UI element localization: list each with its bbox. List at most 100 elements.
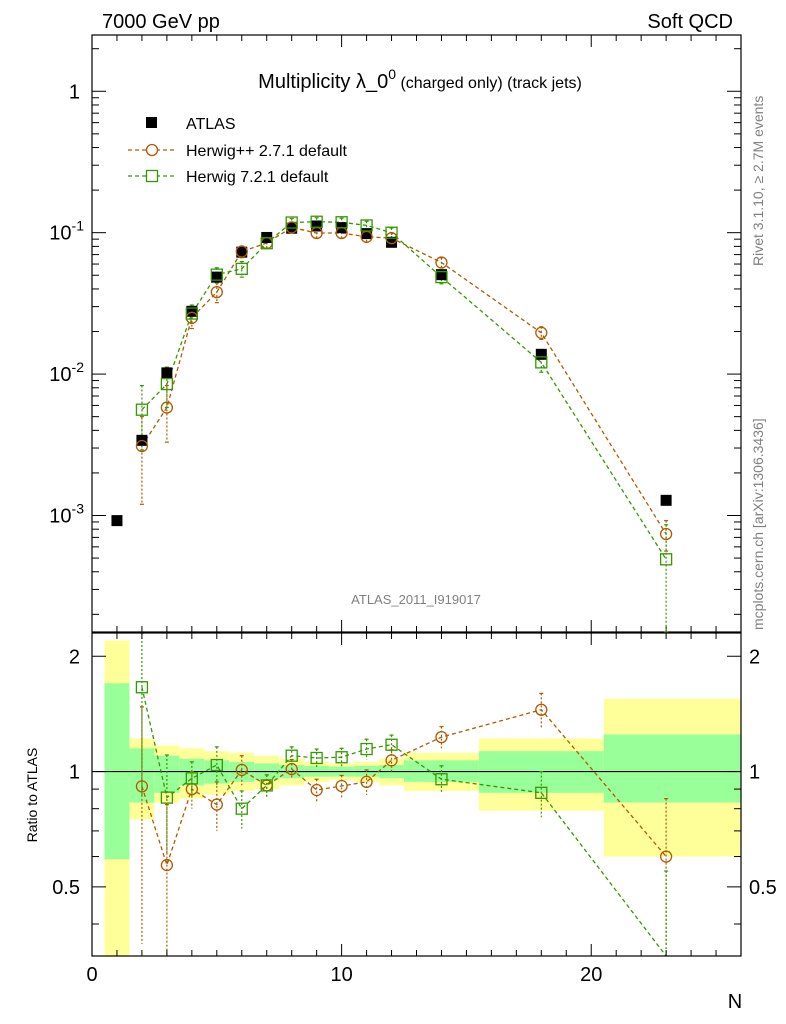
main-herwig7-point <box>659 553 673 566</box>
legend-herwigpp-marker <box>145 143 159 157</box>
main-y-tick-label: 10-1 <box>49 218 84 245</box>
ratio-y-tick-label-right: 1 <box>749 762 760 784</box>
ratio-herwigpp-point <box>135 780 149 793</box>
main-herwig7-point <box>260 237 273 250</box>
rivet-version-label: Rivet 3.1.10, ≥ 2.7M events <box>750 96 766 266</box>
ratio-series-lines <box>141 687 667 957</box>
ratio-y-tick-labels: 0.5 0.5 1 1 2 2 <box>52 646 777 899</box>
legend: ATLAS Herwig++ 2.7.1 default Herwig 7.2.… <box>128 116 348 186</box>
ratio-herwig7-point <box>185 772 198 785</box>
main-y-tick-labels: 10-3 10-2 10-1 1 <box>49 81 84 527</box>
legend-atlas-label: ATLAS <box>186 116 236 133</box>
main-line-herwig7 <box>141 221 667 560</box>
main-axis-ticks <box>91 35 742 632</box>
ratio-y-tick-label-left: 0.5 <box>52 877 80 899</box>
main-herwig7-point <box>435 270 448 284</box>
header-energy-label: 7000 GeV pp <box>102 11 220 33</box>
ratio-plot-panel: 0.5 0.5 1 1 2 2 0 10 20 Ratio to ATLAS N <box>24 632 777 1013</box>
main-plot-frame <box>91 34 742 633</box>
main-herwig7-point <box>285 216 298 229</box>
chart-title: Multiplicity λ_00 (charged only) (track … <box>258 66 582 93</box>
legend-atlas-marker <box>146 117 157 128</box>
analysis-label: ATLAS_2011_I919017 <box>351 592 481 607</box>
ratio-herwigpp-point <box>310 783 323 797</box>
ratio-herwigpp-point <box>360 775 373 789</box>
main-data-point <box>435 269 447 281</box>
main-plot-panel: 10-3 10-2 10-1 1 Multiplicity λ_00 (charged… <box>49 34 742 633</box>
ratio-herwigpp-point <box>235 763 248 777</box>
main-herwigpp-point <box>535 326 548 339</box>
main-herwig7-point <box>235 262 248 275</box>
ratio-band-inner <box>154 755 180 793</box>
main-herwig7-point <box>310 215 323 228</box>
ratio-herwigpp-point <box>210 798 223 811</box>
main-herwigpp-point <box>659 527 673 541</box>
main-data-point <box>211 271 223 283</box>
header-category-label: Soft QCD <box>647 11 733 33</box>
ratio-herwig7-point <box>285 749 298 762</box>
ratio-herwig7-point <box>235 802 248 815</box>
chart-title-main: Multiplicity λ_0 <box>258 71 388 93</box>
ratio-herwigpp-point <box>659 850 673 863</box>
main-herwigpp-point <box>235 245 248 258</box>
main-herwig7-point <box>335 216 348 229</box>
main-y-tick-label: 1 <box>69 81 80 103</box>
x-tick-label: 20 <box>580 964 602 986</box>
ratio-herwigpp-point <box>160 858 174 872</box>
ratio-herwig7-point <box>435 773 448 786</box>
main-herwig7-point <box>185 307 198 320</box>
main-data-point <box>311 220 323 232</box>
x-tick-labels: 0 10 20 <box>86 964 602 986</box>
main-herwig7-point <box>160 377 174 391</box>
ratio-y-tick-label-left: 2 <box>69 646 80 668</box>
main-data-point <box>535 348 547 360</box>
ratio-series-markers <box>135 632 673 956</box>
main-y-tick-label: 10-2 <box>49 359 84 386</box>
ratio-line-herwig7 <box>141 687 667 957</box>
main-data-point <box>660 494 672 506</box>
main-herwigpp-point <box>210 285 223 299</box>
ratio-y-tick-label-left: 1 <box>69 762 80 784</box>
ratio-herwig7-point <box>160 791 174 804</box>
ratio-axis-ticks <box>91 633 742 956</box>
main-herwigpp-point <box>435 256 448 269</box>
main-data-point <box>186 305 198 317</box>
main-herwig7-point <box>535 356 548 369</box>
ratio-herwig7-point <box>535 786 548 799</box>
ratio-herwig7-point <box>310 751 323 765</box>
ratio-herwigpp-point <box>385 754 398 767</box>
main-herwigpp-point <box>160 401 174 414</box>
ratio-herwig7-point <box>385 738 398 751</box>
chart-title-superscript: 0 <box>388 66 396 82</box>
ratio-line-herwigpp <box>141 708 667 868</box>
legend-herwig7-label: Herwig 7.2.1 default <box>186 169 329 186</box>
ratio-herwigpp-point <box>535 703 548 716</box>
ratio-herwig7-point <box>360 742 373 756</box>
x-tick-label: 0 <box>86 964 97 986</box>
main-data-point <box>361 228 373 240</box>
main-data-point <box>386 236 398 248</box>
main-herwigpp-point <box>135 439 149 453</box>
main-data-point <box>111 515 123 527</box>
ratio-y-tick-label-right: 2 <box>749 646 760 668</box>
chart-title-tail: (charged only) (track jets) <box>396 75 582 92</box>
ratio-herwig7-point <box>335 751 348 764</box>
main-y-tick-label: 10-3 <box>49 500 84 527</box>
legend-herwig7-marker <box>145 169 159 183</box>
mcplots-reference-label: mcplots.cern.ch [arXiv:1306.3436] <box>750 418 766 630</box>
ratio-y-tick-label-right: 0.5 <box>749 877 777 899</box>
ratio-herwig7-point <box>135 681 149 694</box>
main-data-point <box>236 246 248 258</box>
ratio-herwig7-point <box>260 779 273 792</box>
main-herwig7-point <box>135 403 149 416</box>
main-data-point <box>161 367 173 379</box>
main-herwig7-point <box>385 226 398 239</box>
x-axis-title: N <box>728 991 742 1013</box>
main-series-lines <box>141 221 667 560</box>
ratio-herwigpp-point <box>435 730 448 744</box>
main-herwig7-point <box>210 268 223 281</box>
ratio-y-axis-title: Ratio to ATLAS <box>24 748 40 843</box>
legend-herwigpp-label: Herwig++ 2.7.1 default <box>186 143 348 160</box>
main-series-markers <box>111 215 673 633</box>
